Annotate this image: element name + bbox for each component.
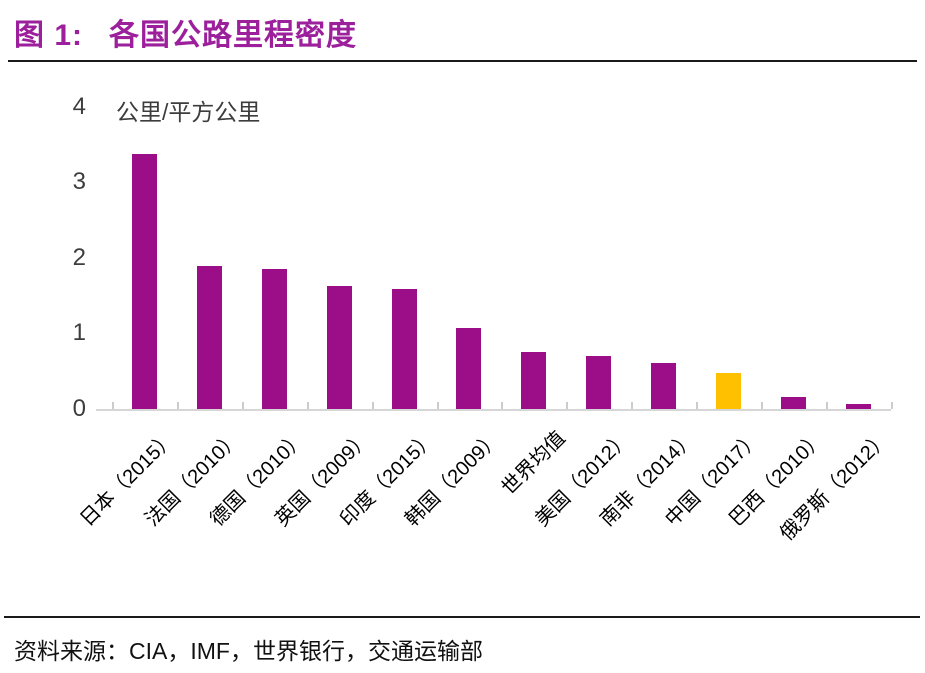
bar-7 (521, 352, 547, 409)
x-axis-line (96, 409, 891, 411)
page-title: 图 1: 各国公路里程密度 (14, 10, 357, 54)
source-divider (4, 616, 920, 618)
bar-8 (586, 356, 612, 409)
x-axis-tick (371, 402, 374, 409)
y-axis-tick-label: 2 (72, 243, 86, 271)
bar-5 (391, 288, 417, 409)
y-axis-tick-label: 3 (72, 168, 86, 196)
figure-label: 图 1: (14, 19, 84, 52)
bar-chart: 公里/平方公里 0 1 2 3 4 日本（2015） 法国（2010） 德国（2010） 英国（… (72, 92, 895, 545)
title-divider (8, 60, 917, 62)
bar-11 (780, 396, 806, 409)
x-axis-tick (112, 402, 114, 409)
x-axis-tick (501, 402, 504, 409)
x-axis-tick (176, 402, 179, 409)
x-axis-tick (631, 402, 634, 409)
figure-title-text: 各国公路里程密度 (109, 19, 358, 52)
x-axis-tick (825, 402, 828, 409)
x-axis-tick (696, 402, 699, 409)
y-axis-unit-label: 公里/平方公里 (116, 99, 261, 125)
source-text: 资料来源：CIA，IMF，世界银行，交通运输部 (14, 638, 483, 664)
x-axis-tick (566, 402, 569, 409)
y-axis-tick-label: 1 (72, 319, 86, 347)
bar-3 (261, 269, 287, 409)
y-axis-tick-label: 4 (72, 92, 86, 120)
x-axis-tick (890, 402, 893, 409)
bar-10 (716, 372, 742, 409)
bar-1 (131, 154, 157, 409)
bar-4 (326, 285, 352, 409)
bar-12 (845, 403, 871, 409)
bar-9 (651, 362, 677, 409)
bar-6 (456, 328, 482, 409)
bar-2 (196, 266, 222, 409)
x-axis-tick (436, 402, 439, 409)
x-axis-tick (241, 402, 244, 409)
x-axis-tick (761, 402, 763, 409)
y-axis-tick-label: 0 (72, 395, 86, 422)
x-axis-tick (306, 402, 309, 409)
